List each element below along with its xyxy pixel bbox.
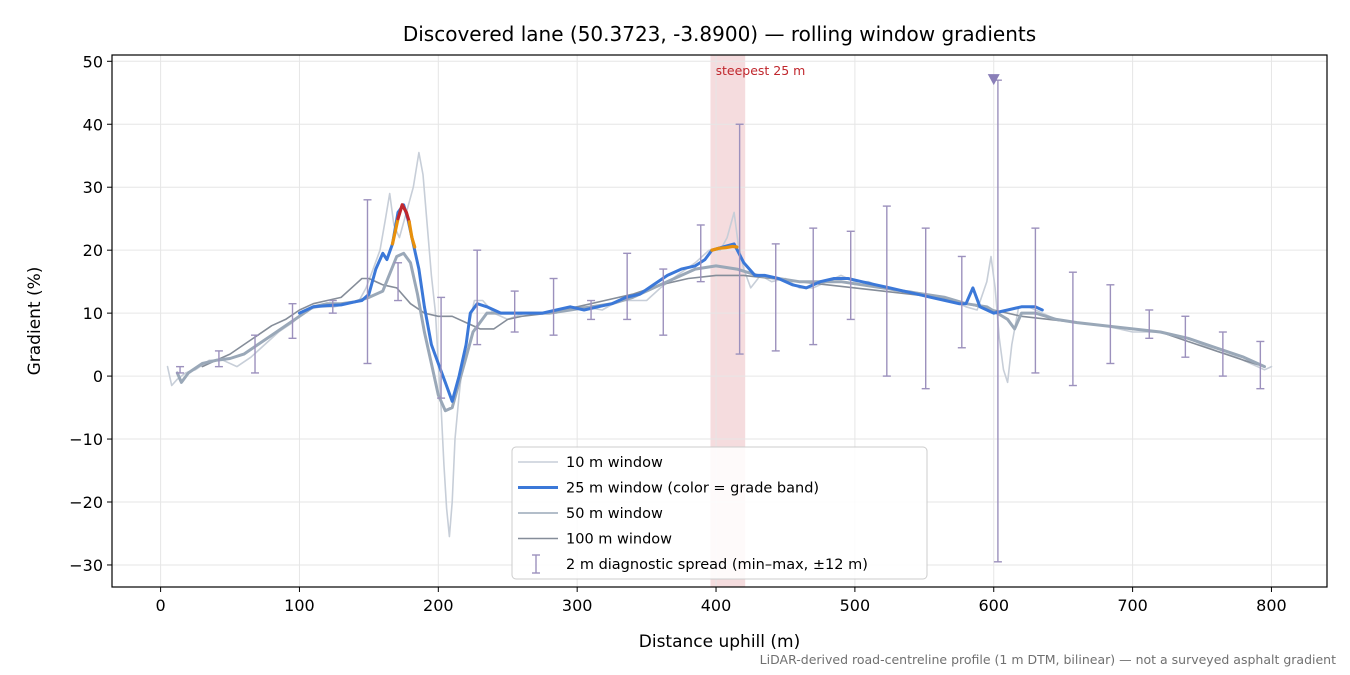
- chart-title: Discovered lane (50.3723, -3.8900) — rol…: [403, 22, 1036, 46]
- x-tick-label-600: 600: [978, 596, 1009, 615]
- legend: 10 m window 25 m window (color = grade ba…: [511, 446, 928, 580]
- legend-label: 50 m window: [566, 506, 663, 522]
- x-tick-label-700: 700: [1117, 596, 1148, 615]
- grade-band-segment-0: [390, 217, 400, 246]
- spread-bar-8: [473, 249, 482, 346]
- legend-label: 10 m window: [566, 455, 663, 471]
- legend-entry-0: 10 m window: [518, 455, 663, 471]
- spread-bar-18: [846, 230, 855, 321]
- y-tick-label--10: −10: [69, 430, 103, 449]
- spread-bar-4: [328, 299, 337, 314]
- x-tick-label-200: 200: [423, 596, 454, 615]
- plot-area: steepest 25 m: [111, 54, 1328, 588]
- grade-band-segment-3: [710, 244, 739, 252]
- y-tick-label-0: 0: [93, 367, 103, 386]
- grade-band-segment-1: [396, 203, 411, 224]
- spread-bar-14: [696, 224, 705, 283]
- y-tick-label-10: 10: [83, 304, 103, 323]
- spread-bar-25: [1106, 284, 1115, 365]
- y-tick-label--20: −20: [69, 493, 103, 512]
- spread-bar-26: [1145, 309, 1154, 340]
- spread-bar-29: [1256, 340, 1265, 390]
- spread-bar-7: [437, 296, 446, 399]
- legend-entry-4: 2 m diagnostic spread (min–max, ±12 m): [532, 554, 868, 574]
- y-tick-label-50: 50: [83, 52, 103, 71]
- axis-layer: 0 100 200 300 400 500 600 700 800 −30 −20 −10 0 10 20 3…: [69, 52, 1286, 615]
- legend-box: [511, 446, 928, 580]
- annotation-layer: [987, 74, 1000, 86]
- spread-bar-23: [1031, 227, 1040, 374]
- spread-bar-1: [214, 350, 223, 368]
- y-tick-label-20: 20: [83, 241, 103, 260]
- y-axis-label: Gradient (%): [25, 267, 45, 376]
- spread-bar-9: [510, 290, 519, 333]
- spread-bar-6: [394, 262, 403, 302]
- y-tick-label--30: −30: [69, 556, 103, 575]
- spread-bar-21: [957, 255, 966, 349]
- spread-bar-2: [251, 334, 260, 374]
- peak-marker-0: [987, 74, 1000, 86]
- spread-bar-16: [771, 243, 780, 352]
- footnote: LiDAR-derived road-centreline profile (1…: [760, 652, 1336, 667]
- spread-bar-24: [1068, 271, 1077, 387]
- grade-band-segment-2: [407, 220, 417, 249]
- spread-bar-0: [176, 365, 185, 374]
- spread-bar-20: [921, 227, 930, 390]
- x-axis-label: Distance uphill (m): [639, 632, 800, 652]
- legend-label: 25 m window (color = grade band): [566, 481, 819, 497]
- spread-layer: [176, 79, 1265, 563]
- x-tick-label-300: 300: [562, 596, 593, 615]
- spread-bar-5: [363, 199, 372, 365]
- spread-bar-11: [587, 299, 596, 321]
- spread-bar-13: [659, 268, 668, 336]
- plot-frame: [111, 54, 1328, 588]
- legend-entry-3: 100 m window: [518, 532, 672, 548]
- x-tick-label-0: 0: [156, 596, 166, 615]
- spread-bar-15: [735, 123, 744, 355]
- legend-entry-1: 25 m window (color = grade band): [518, 481, 819, 497]
- steepest-span-label: steepest 25 m: [715, 63, 805, 78]
- x-tick-label-400: 400: [701, 596, 732, 615]
- spread-bar-17: [809, 227, 818, 346]
- spread-bar-27: [1181, 315, 1190, 358]
- x-tick-label-500: 500: [840, 596, 871, 615]
- y-tick-label-40: 40: [83, 115, 103, 134]
- x-tick-label-800: 800: [1256, 596, 1287, 615]
- spread-bar-28: [1218, 331, 1227, 377]
- spread-bar-3: [288, 302, 297, 340]
- spread-bar-12: [623, 252, 632, 321]
- spread-bar-10: [549, 277, 558, 336]
- grid-layer: [112, 55, 1327, 587]
- y-tick-label-30: 30: [83, 178, 103, 197]
- legend-label: 2 m diagnostic spread (min–max, ±12 m): [566, 557, 868, 573]
- legend-entry-2: 50 m window: [518, 506, 663, 522]
- spread-bar-19: [882, 205, 891, 377]
- legend-label: 100 m window: [566, 532, 672, 548]
- x-tick-label-100: 100: [284, 596, 315, 615]
